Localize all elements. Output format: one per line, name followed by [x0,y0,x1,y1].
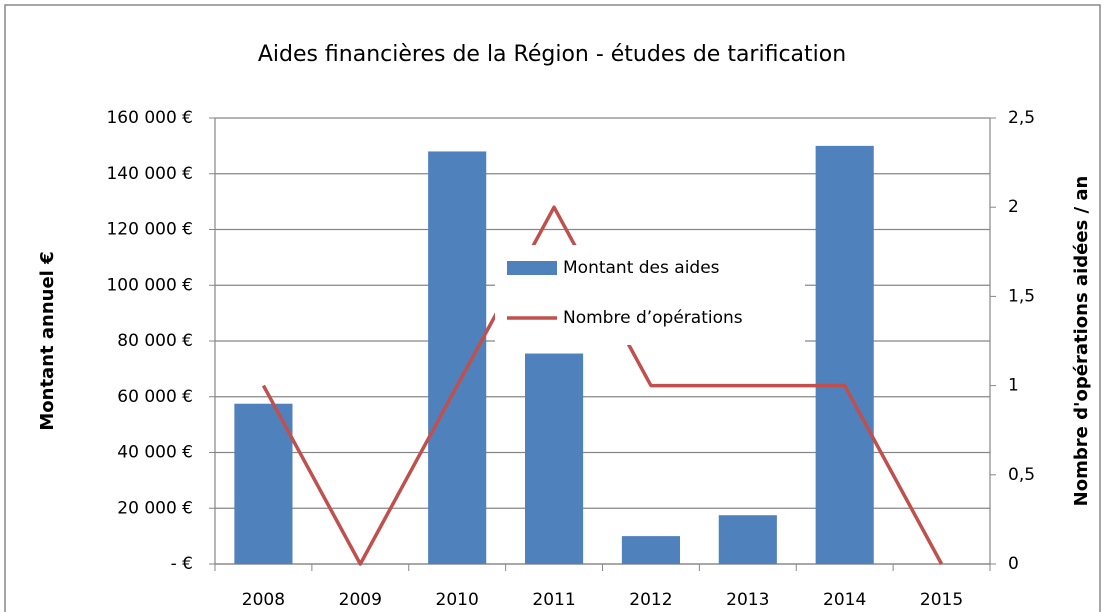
y-tick-label: 160 000 € [106,108,193,128]
bar [718,515,777,564]
y-axis-title: Montant annuel € [37,251,58,430]
x-tick-label: 2008 [242,590,285,610]
bar [815,145,874,564]
y2-tick-label: 2,5 [1008,108,1035,128]
y-tick-label: 120 000 € [106,220,193,240]
y-tick-label: 40 000 € [117,443,193,463]
x-tick-label: 2011 [532,590,575,610]
y-tick-label: 20 000 € [117,498,193,518]
y2-tick-label: 1 [1008,376,1019,396]
x-tick-label: 2013 [726,590,769,610]
legend-label: Montant des aides [563,258,720,278]
x-tick-label: 2009 [339,590,382,610]
y-tick-label: 140 000 € [106,164,193,184]
x-tick-label: 2014 [823,590,866,610]
x-tick-label: 2015 [920,590,963,610]
y-tick-label: - € [171,554,193,574]
y-tick-label: 80 000 € [117,331,193,351]
legend-swatch [507,261,557,275]
y2-axis-title: Nombre d'opérations aidées / an [1071,176,1092,507]
x-tick-label: 2010 [436,590,479,610]
bar [525,353,584,564]
x-tick-label: 2012 [629,590,672,610]
y2-tick-label: 0,5 [1008,465,1035,485]
y2-tick-label: 1,5 [1008,286,1035,306]
bar [234,403,293,564]
legend-label: Nombre d’opérations [563,308,743,328]
bar [621,536,680,564]
y-tick-label: 60 000 € [117,387,193,407]
y2-tick-label: 0 [1008,554,1019,574]
y-tick-label: 100 000 € [106,275,193,295]
y2-tick-label: 2 [1008,197,1019,217]
bar [428,151,487,564]
chart-title: Aides financières de la Région - études … [258,42,846,67]
